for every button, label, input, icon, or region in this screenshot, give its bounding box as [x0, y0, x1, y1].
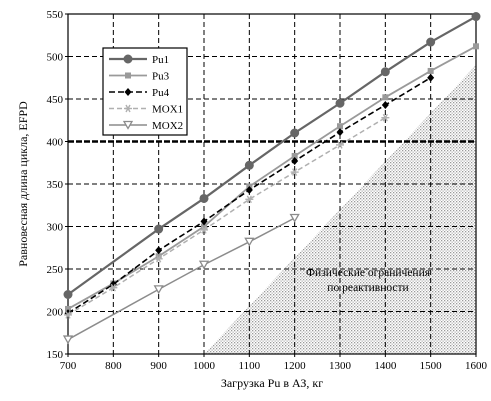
x-tick-label: 1500: [420, 360, 443, 372]
legend-swatch-marker: [125, 72, 131, 79]
y-tick-label: 550: [47, 9, 64, 21]
x-tick-label: 700: [60, 360, 77, 372]
data-point: [199, 193, 209, 203]
marker-stroke: [246, 195, 252, 204]
data-point: [381, 113, 390, 122]
legend-label: MOX1: [152, 104, 183, 116]
series-pu1: [63, 12, 481, 299]
data-point: [155, 246, 163, 255]
data-point: [337, 123, 343, 130]
legend-label: Pu4: [152, 87, 170, 99]
legend-swatch-marker: [122, 120, 134, 130]
legend-item-pu3: Pu3: [109, 71, 170, 83]
data-point: [380, 67, 390, 77]
legend-label: MOX2: [152, 120, 183, 132]
data-point: [336, 128, 344, 137]
legend-swatch-marker: [124, 88, 132, 96]
y-tick-label: 400: [47, 137, 64, 149]
legend-swatch-marker: [124, 104, 132, 113]
series-mox2: [62, 213, 300, 345]
legend-label: Pu3: [152, 71, 170, 83]
data-point: [471, 12, 481, 22]
data-point: [290, 168, 299, 176]
y-tick-label: 500: [47, 52, 64, 64]
data-point: [426, 37, 436, 47]
y-tick-label: 450: [47, 94, 64, 106]
data-point: [62, 335, 74, 345]
x-tick-label: 1300: [329, 360, 352, 372]
data-point: [153, 285, 164, 295]
data-point: [64, 311, 72, 319]
data-point: [198, 260, 210, 270]
data-point: [289, 213, 300, 223]
data-point: [427, 73, 435, 82]
data-point: [244, 160, 254, 170]
marker-stroke: [201, 226, 207, 234]
y-tick-label: 150: [47, 349, 64, 361]
data-point: [382, 94, 389, 101]
marker-stroke: [125, 104, 131, 113]
data-point: [244, 237, 255, 247]
data-point: [290, 128, 300, 138]
y-tick-label: 300: [47, 222, 64, 234]
data-point: [291, 152, 298, 159]
series-line: [67, 45, 477, 310]
annotation-line-1: Физические ограничения: [306, 267, 431, 279]
legend-swatch-marker: [123, 54, 133, 64]
data-point: [291, 157, 299, 166]
legend-item-pu4: Pu4: [109, 87, 170, 99]
series-line: [67, 117, 386, 316]
data-point: [335, 98, 345, 108]
data-point: [200, 226, 208, 234]
annotation-line-2: по реактивности: [327, 282, 408, 294]
data-point: [336, 141, 344, 149]
x-tick-label: 1400: [374, 360, 397, 372]
data-point: [201, 223, 207, 230]
x-tick-label: 800: [105, 360, 122, 372]
marker-stroke: [110, 283, 116, 292]
legend-item-pu1: Pu1: [109, 54, 169, 66]
data-point: [154, 224, 164, 234]
legend-label: Pu1: [152, 54, 169, 66]
data-point: [245, 185, 253, 194]
x-tick-label: 900: [150, 360, 167, 372]
marker-stroke: [65, 311, 71, 319]
data-point: [109, 283, 118, 292]
y-tick-label: 350: [47, 179, 64, 191]
series-mox1: [64, 113, 390, 319]
x-tick-label: 1100: [239, 360, 261, 372]
marker-stroke: [292, 168, 298, 176]
data-point: [473, 43, 479, 50]
x-tick-label: 1000: [193, 360, 216, 372]
data-point: [63, 290, 73, 299]
data-point: [154, 254, 163, 263]
x-tick-label: 1200: [284, 360, 307, 372]
marker-stroke: [382, 113, 388, 122]
data-point: [65, 305, 71, 312]
data-point: [200, 217, 208, 226]
data-point: [155, 253, 162, 260]
marker-stroke: [156, 254, 162, 263]
x-tick-label: 1600: [465, 360, 488, 372]
data-point: [245, 195, 254, 204]
data-point: [381, 100, 389, 109]
data-point: [109, 280, 117, 289]
y-tick-label: 250: [47, 264, 64, 276]
x-axis-label: Загрузка Pu в АЗ, кг: [221, 376, 323, 390]
data-point: [427, 67, 434, 74]
y-tick-label: 200: [47, 307, 64, 319]
legend-item-mox1: MOX1: [109, 104, 183, 116]
y-axis-label: Равновесная длина цикла, EFPD: [16, 101, 30, 267]
legend-item-mox2: MOX2: [109, 120, 183, 132]
marker-stroke: [337, 141, 343, 149]
series-pu4: [64, 73, 435, 318]
